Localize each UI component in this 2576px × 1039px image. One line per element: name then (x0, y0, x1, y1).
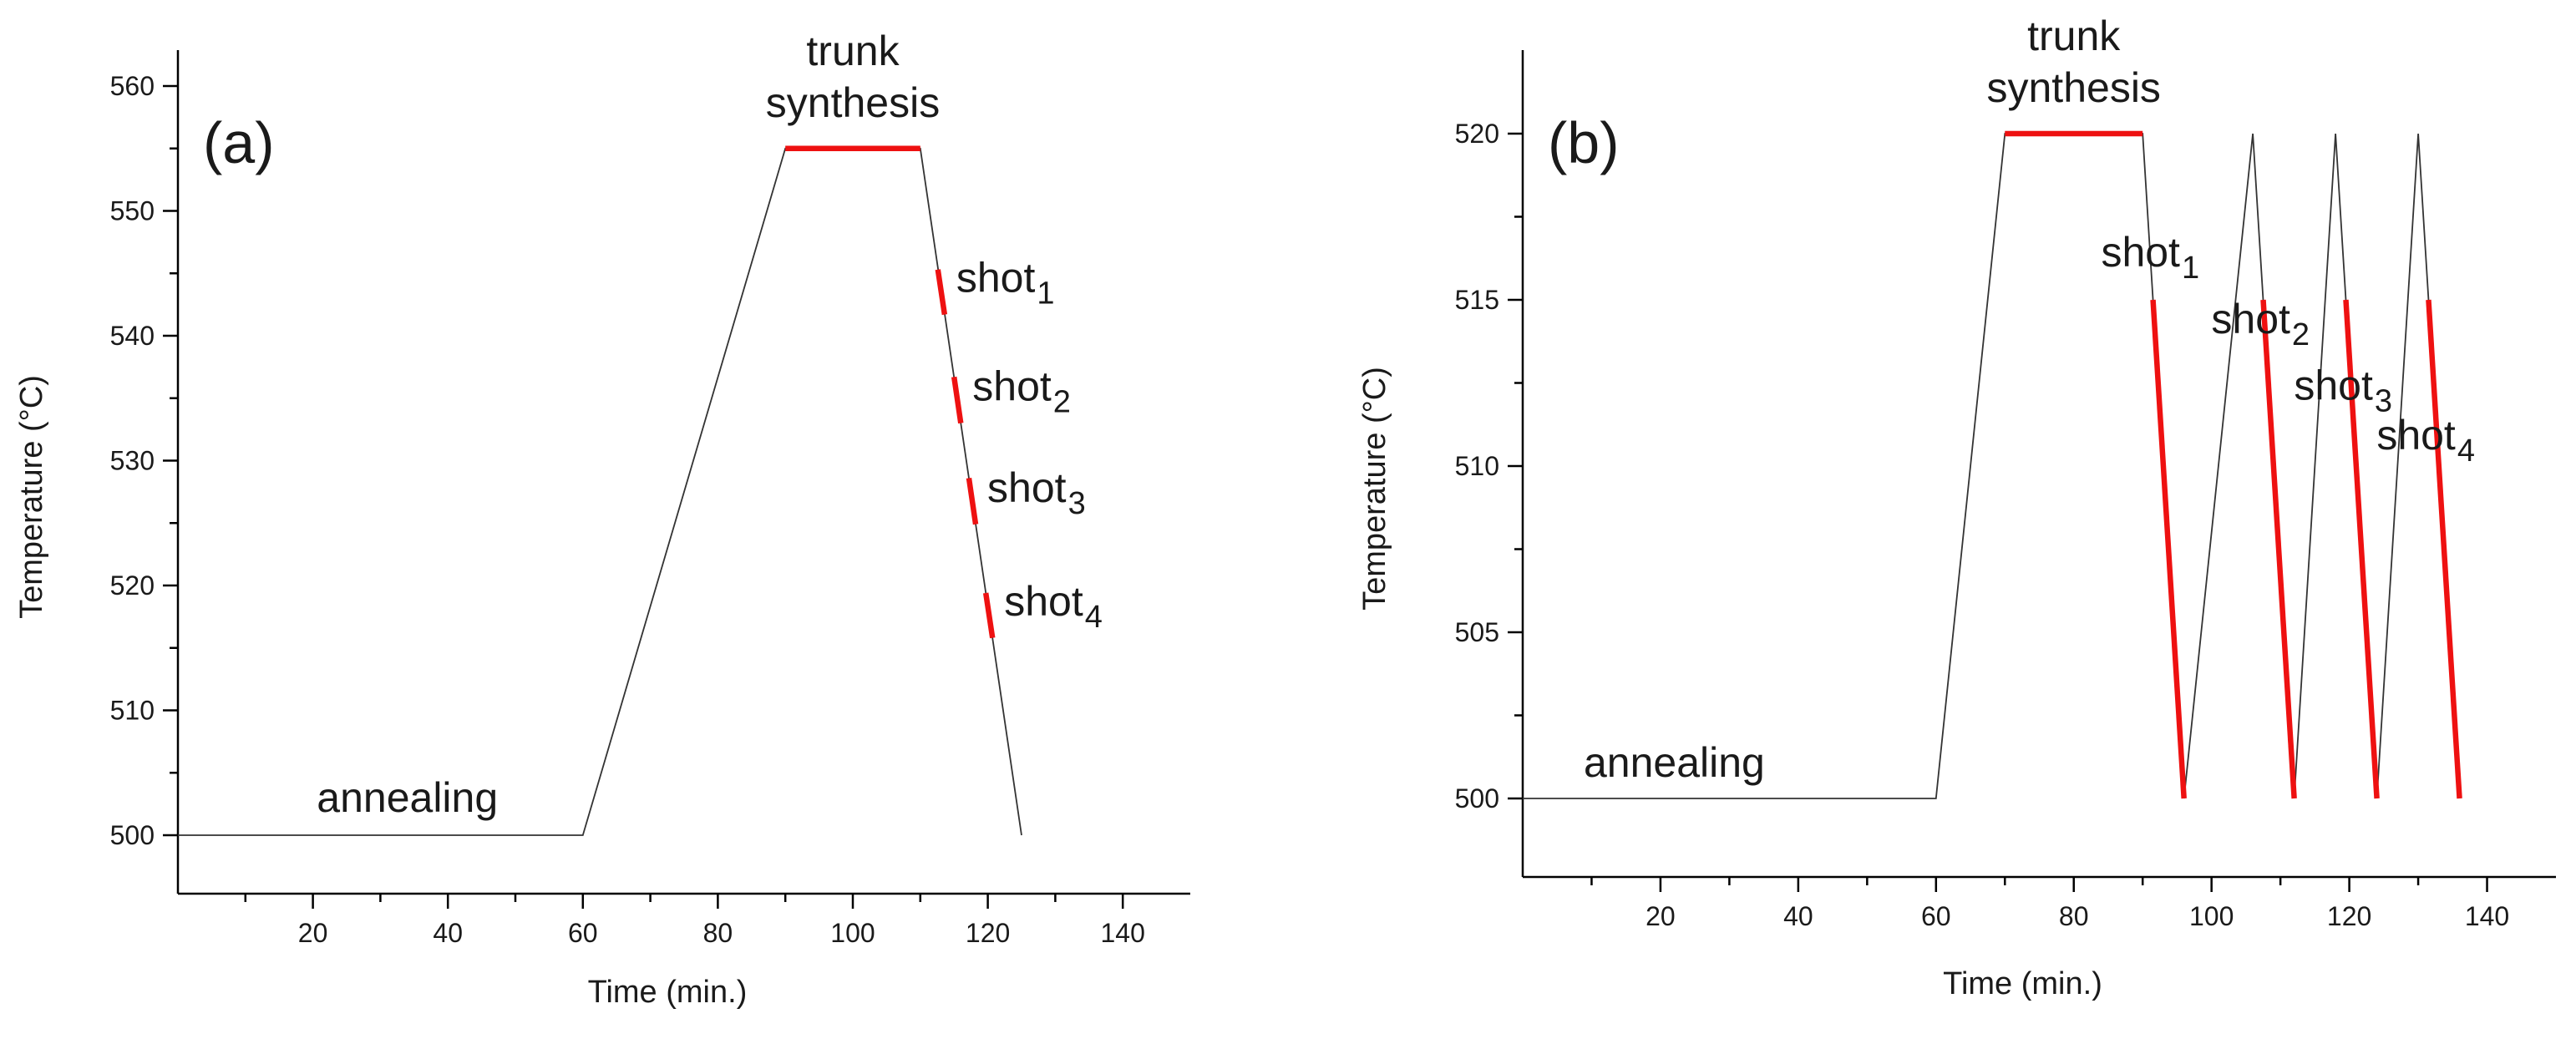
x-tick-label: 20 (1645, 901, 1676, 931)
annealing-label: annealing (1584, 739, 1765, 786)
shot-1-label: shot 1 (956, 255, 1055, 312)
shot-label-text: shot (956, 255, 1036, 302)
shot-4-label: shot 4 (2376, 412, 2475, 469)
shot-4-segment (2426, 299, 2462, 799)
shot-2-segment (951, 376, 964, 424)
panel-label: (a) (203, 110, 275, 175)
x-tick-label: 60 (568, 918, 598, 948)
chart-panel-a: 20 40 60 80 100 120 140 500 510 520 530 540 550 560 Ti… (14, 28, 1190, 1010)
y-tick-label: 500 (110, 820, 155, 850)
shot-2-segment (2260, 299, 2297, 799)
shot-label-text: shot (972, 363, 1052, 410)
x-tick-label: 100 (830, 918, 875, 948)
shot-1-segment (935, 269, 948, 316)
shot-3-label: shot 3 (987, 464, 1086, 521)
shot-label-text: shot (2294, 362, 2373, 408)
y-tick-label: 500 (1455, 783, 1499, 813)
shot-label-subscript: 4 (1085, 600, 1103, 635)
temperature-profile-line (178, 147, 1022, 836)
x-axis-title: Time (min.) (588, 975, 748, 1010)
panel-label: (b) (1548, 110, 1620, 175)
shot-4-segment (982, 592, 996, 639)
shot-label-text: shot (2101, 229, 2180, 276)
y-tick-label: 505 (1455, 617, 1499, 647)
x-tick-label: 100 (2189, 901, 2234, 931)
shot-2-label: shot 2 (972, 363, 1071, 420)
synthesis-label: synthesis (766, 79, 940, 126)
shot-label-subscript: 3 (2375, 383, 2392, 418)
y-tick-label: 515 (1455, 285, 1499, 315)
x-tick-label: 140 (2465, 901, 2509, 931)
synthesis-label: synthesis (1987, 64, 2161, 111)
y-axis-title: Temperature (°C) (1357, 367, 1392, 611)
x-tick-label: 20 (298, 918, 328, 948)
y-axis-title: Temperature (°C) (14, 375, 49, 619)
y-tick-label: 510 (1455, 451, 1499, 481)
x-tick-label: 120 (2327, 901, 2371, 931)
chart-panel-b: 20 40 60 80 100 120 140 500 505 510 515 520 Time (mi… (1357, 13, 2556, 1001)
shot-2-label: shot 2 (2211, 296, 2310, 352)
shot-3-segment (966, 477, 979, 525)
x-tick-label: 40 (1783, 901, 1813, 931)
y-tick-label: 530 (110, 446, 155, 476)
shot-label-text: shot (2211, 296, 2290, 342)
y-tick-label: 520 (1455, 119, 1499, 149)
shot-3-label: shot 3 (2294, 362, 2392, 418)
x-tick-label: 80 (703, 918, 733, 948)
x-axis-title: Time (min.) (1943, 966, 2102, 1001)
shot-label-subscript: 2 (2292, 317, 2310, 352)
x-tick-label: 140 (1101, 918, 1145, 948)
trunk-label: trunk (2027, 13, 2121, 59)
shot-3-segment (2343, 299, 2380, 799)
shot-label-subscript: 2 (1053, 385, 1071, 420)
shot-label-subscript: 1 (2182, 251, 2199, 286)
temperature-profile-line (1523, 133, 2461, 799)
shot-label-subscript: 1 (1037, 276, 1054, 312)
y-tick-label: 520 (110, 570, 155, 601)
shot-1-segment (2150, 299, 2187, 799)
y-tick-label: 550 (110, 196, 155, 226)
y-tick-label: 560 (110, 71, 155, 101)
shot-label-subscript: 3 (1068, 486, 1086, 521)
x-tick-label: 60 (1921, 901, 1951, 931)
shot-label-text: shot (2376, 412, 2456, 459)
shot-label-text: shot (987, 464, 1067, 511)
trunk-label: trunk (806, 28, 900, 74)
shot-label-text: shot (1004, 578, 1083, 625)
shot-1-label: shot 1 (2101, 229, 2199, 286)
x-tick-label: 40 (433, 918, 463, 948)
y-tick-label: 510 (110, 696, 155, 726)
y-tick-label: 540 (110, 321, 155, 351)
annealing-label: annealing (317, 774, 498, 821)
shot-label-subscript: 4 (2457, 433, 2475, 469)
x-tick-label: 120 (966, 918, 1010, 948)
shot-4-label: shot 4 (1004, 578, 1103, 635)
x-tick-label: 80 (2059, 901, 2089, 931)
